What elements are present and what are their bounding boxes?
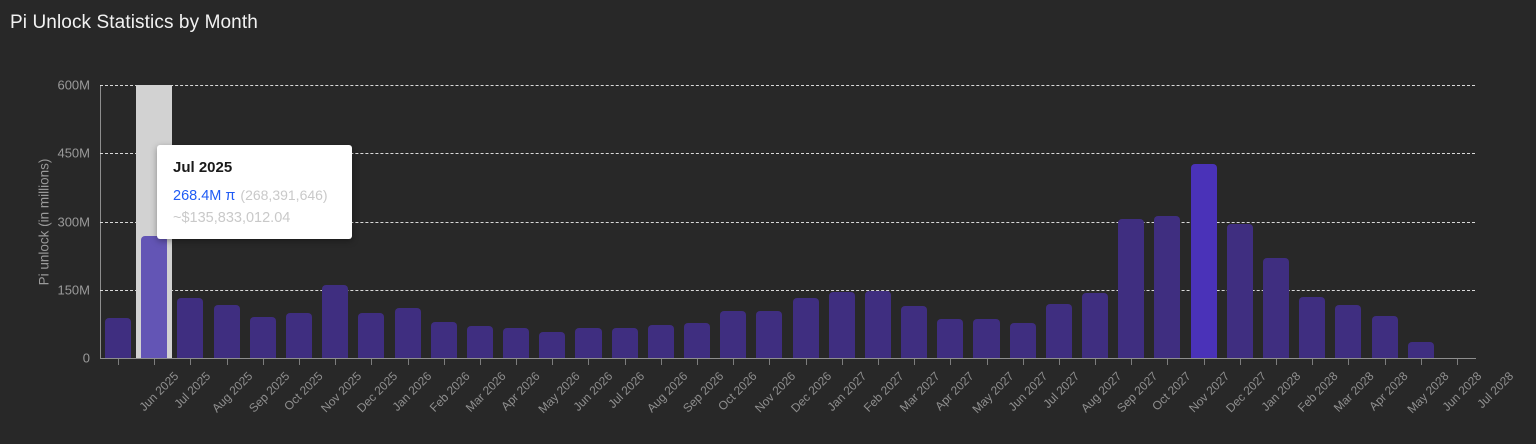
bar-oct-2027[interactable] [1118,219,1145,358]
x-axis-tick [914,359,916,365]
bar-jul-2027[interactable] [1009,322,1036,358]
x-axis-tick [516,359,518,365]
x-axis-tick [769,359,771,365]
tooltip-usd-value: ~$135,833,012.04 [173,210,291,226]
x-axis-tick [1203,359,1205,365]
y-axis-tick-label: 150M [57,282,90,298]
x-axis-tick [407,359,409,365]
bar-feb-2027[interactable] [828,291,855,358]
bar-dec-2026[interactable] [756,311,783,358]
bar-dec-2027[interactable] [1190,163,1217,358]
bar-may-2027[interactable] [937,319,964,358]
x-axis-tick [552,359,554,365]
bar-sep-2025[interactable] [213,304,240,358]
gridline [100,289,1475,291]
x-axis-tick [588,359,590,365]
x-axis-tick [154,359,156,365]
bar-feb-2026[interactable] [394,307,421,358]
bar-oct-2025[interactable] [249,317,276,358]
x-axis-tick [1420,359,1422,365]
tooltip-pi-exact-value: (268,391,646) [240,187,328,203]
x-axis-tick [841,359,843,365]
x-axis-tick [479,359,481,365]
bar-aug-2025[interactable] [177,298,204,358]
bar-jun-2027[interactable] [973,318,1000,358]
chart-tooltip: Jul 2025 268.4M π (268,391,646) ~$135,833… [157,145,352,239]
bar-jul-2026[interactable] [575,327,602,358]
x-axis-tick [371,359,373,365]
bar-aug-2026[interactable] [611,327,638,358]
x-axis-tick [1022,359,1024,365]
x-axis-tick [624,359,626,365]
bar-mar-2026[interactable] [430,322,457,358]
bar-sep-2026[interactable] [647,325,674,358]
plot-area: Pi unlock (in millions) [37,85,1475,358]
x-axis-tick-label: Jun 2025 [136,369,182,414]
x-axis-tick [805,359,807,365]
gridline [100,85,1475,86]
x-axis-tick [1167,359,1169,365]
x-axis-tick [733,359,735,365]
y-axis-tick-label: 0 [82,350,90,366]
x-axis-tick [660,359,662,365]
y-axis-tick-label: 450M [57,145,90,161]
x-axis-tick [118,359,120,365]
x-axis-tick [950,359,952,365]
x-axis-tick [877,359,879,365]
x-axis-tick [1058,359,1060,365]
bar-jun-2028[interactable] [1407,342,1434,358]
bar-nov-2026[interactable] [720,311,747,358]
bar-nov-2027[interactable] [1154,215,1181,358]
x-axis-tick [1456,359,1458,365]
bar-may-2028[interactable] [1371,316,1398,358]
bar-jul-2025[interactable] [141,236,168,358]
x-axis-tick [443,359,445,365]
x-axis-tick [190,359,192,365]
bar-feb-2028[interactable] [1262,258,1289,358]
bar-jun-2025[interactable] [105,317,132,358]
bar-oct-2026[interactable] [684,322,711,358]
bar-apr-2026[interactable] [466,326,493,358]
tooltip-title: Jul 2025 [173,159,233,176]
gridline [100,153,1475,155]
x-axis-tick [1312,359,1314,365]
x-axis-tick [226,359,228,365]
bar-jan-2027[interactable] [792,298,819,358]
bar-jan-2028[interactable] [1226,224,1253,358]
x-axis-tick [1275,359,1277,365]
tooltip-pi-row: 268.4M π (268,391,646) [173,187,336,204]
x-axis-tick [1384,359,1386,365]
x-axis-tick [1239,359,1241,365]
bar-apr-2028[interactable] [1335,304,1362,358]
x-axis-tick [1131,359,1133,365]
x-axis-tick [335,359,337,365]
bar-mar-2028[interactable] [1299,297,1326,358]
bar-may-2026[interactable] [503,327,530,358]
x-axis-tick [299,359,300,365]
bar-apr-2027[interactable] [901,306,928,358]
page-title: Pi Unlock Statistics by Month [10,12,258,33]
bar-jun-2026[interactable] [539,332,566,358]
x-axis-line [100,358,1476,359]
bar-sep-2027[interactable] [1082,292,1109,358]
bar-aug-2027[interactable] [1045,304,1072,358]
y-axis-tick-label: 300M [57,214,90,229]
x-axis-tick [1348,359,1350,365]
x-axis-tick [262,359,264,365]
x-axis-tick [986,359,988,365]
bar-jan-2026[interactable] [358,313,385,358]
y-axis-title: Pi unlock (in millions) [36,158,52,285]
tooltip-pi-value: 268.4M π [173,188,236,204]
bar-dec-2025[interactable] [322,285,349,358]
x-axis-tick [1095,359,1097,365]
x-axis-tick [697,359,699,365]
y-axis-tick-label: 600M [57,77,90,93]
gridline [100,221,1475,223]
bar-nov-2025[interactable] [285,312,313,358]
bar-mar-2027[interactable] [864,291,891,358]
